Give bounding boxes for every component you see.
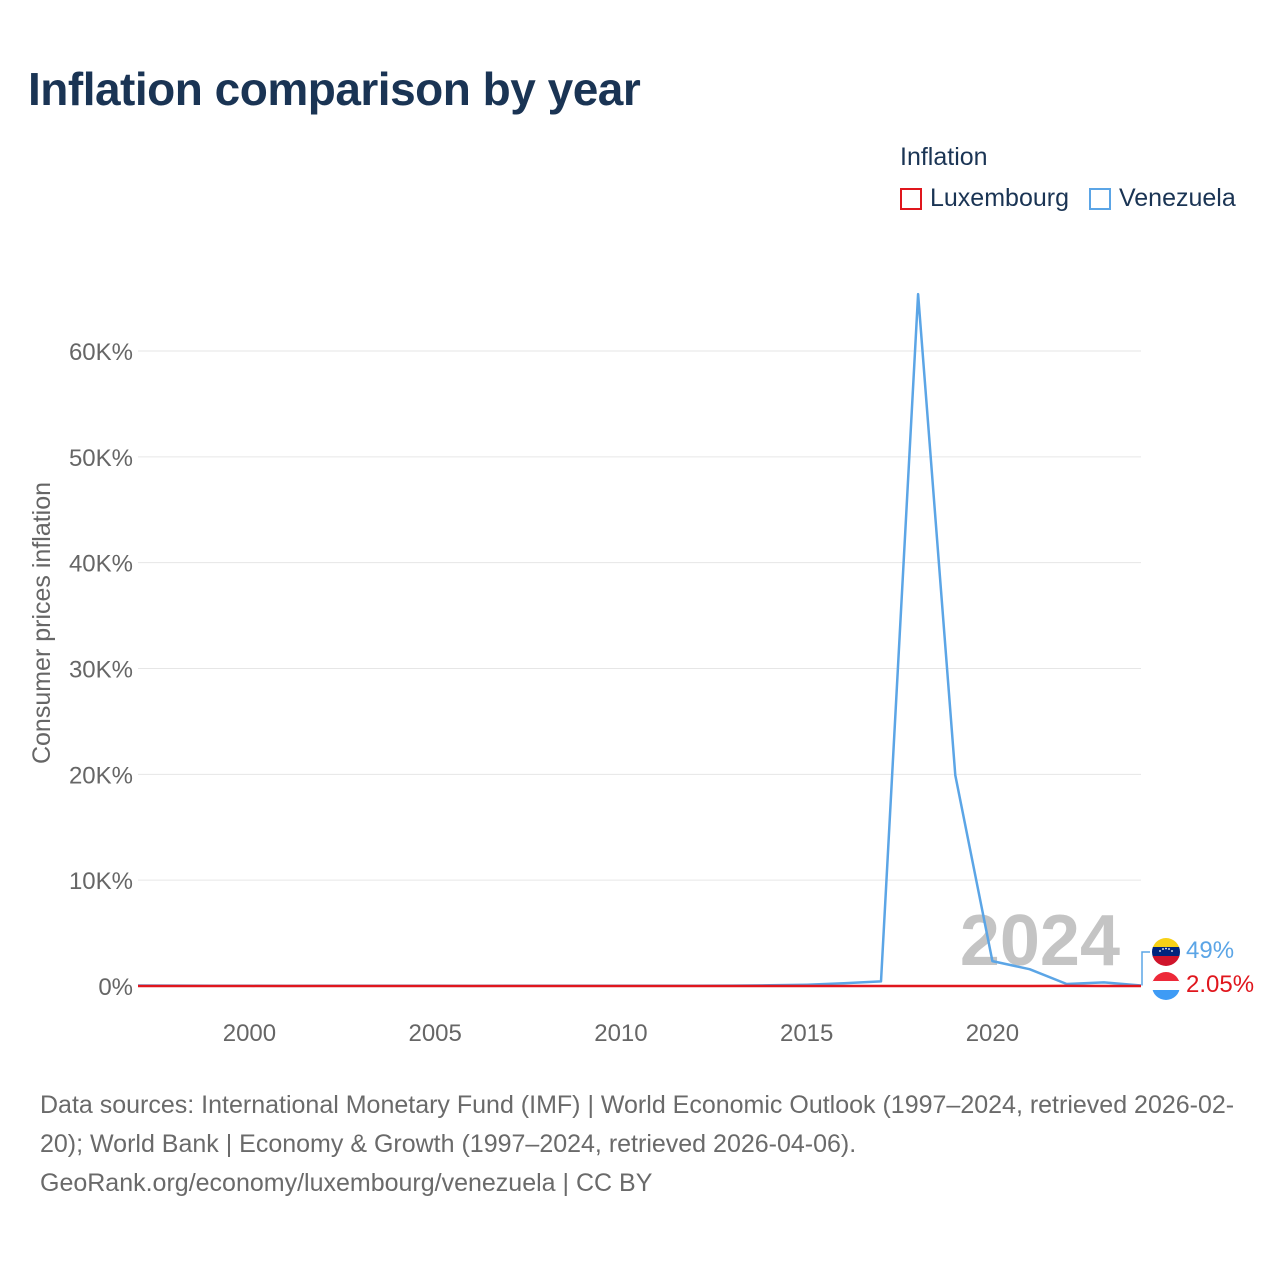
gridlines (138, 350, 1141, 881)
legend-title: Inflation (900, 143, 988, 171)
year-watermark: 2024 (960, 901, 1120, 981)
legend-label-venezuela: Venezuela (1118, 184, 1236, 212)
y-tick-label: 0% (98, 974, 133, 1001)
flag-luxembourg-icon (1152, 972, 1180, 1000)
x-axis-ticks: 2000 2005 2010 2015 2020 (223, 1020, 1019, 1047)
y-tick-label: 20K% (69, 762, 133, 789)
series-lines (137, 292, 1142, 988)
y-tick-label: 60K% (69, 339, 133, 366)
chart-title: Inflation comparison by year (28, 63, 641, 115)
end-label-venezuela: 49% (1186, 937, 1234, 964)
x-tick-label: 2010 (594, 1020, 647, 1047)
data-sources: Data sources: International Monetary Fun… (40, 1091, 1235, 1158)
x-tick-label: 2000 (223, 1020, 276, 1047)
x-tick-label: 2005 (408, 1020, 461, 1047)
x-tick-label: 2020 (966, 1020, 1019, 1047)
end-markers: 49% 2.05% (1141, 937, 1254, 1000)
attribution: GeoRank.org/economy/luxembourg/venezuela… (40, 1169, 653, 1197)
y-tick-label: 10K% (69, 868, 133, 895)
legend: Inflation Luxembourg Venezuela (900, 143, 1236, 213)
y-tick-label: 30K% (69, 657, 133, 684)
x-tick-label: 2015 (780, 1020, 833, 1047)
end-label-connector (1141, 951, 1150, 986)
y-tick-label: 50K% (69, 445, 133, 472)
legend-items: Luxembourg Venezuela (900, 184, 1236, 213)
series-line-venezuela (137, 292, 1142, 988)
y-tick-label: 40K% (69, 551, 133, 578)
legend-swatch-luxembourg (900, 187, 922, 210)
legend-label-luxembourg: Luxembourg (930, 184, 1069, 212)
footer: Data sources: International Monetary Fun… (40, 1086, 1250, 1203)
y-axis-label: Consumer prices inflation (28, 482, 56, 764)
line-chart: 0%10K%20K%30K%40K%50K%60K% 2000 2005 2010 2… (28, 292, 1254, 1047)
y-axis-ticks: 0% 10K% 20K% 30K% 40K% 50K% 60K% (69, 339, 133, 1001)
legend-item-venezuela[interactable]: Venezuela (1088, 184, 1236, 213)
legend-item-luxembourg[interactable]: Luxembourg (900, 184, 1069, 213)
end-label-luxembourg: 2.05% (1186, 971, 1254, 998)
legend-swatch-venezuela (1088, 187, 1111, 210)
flag-venezuela-icon (1152, 938, 1180, 966)
